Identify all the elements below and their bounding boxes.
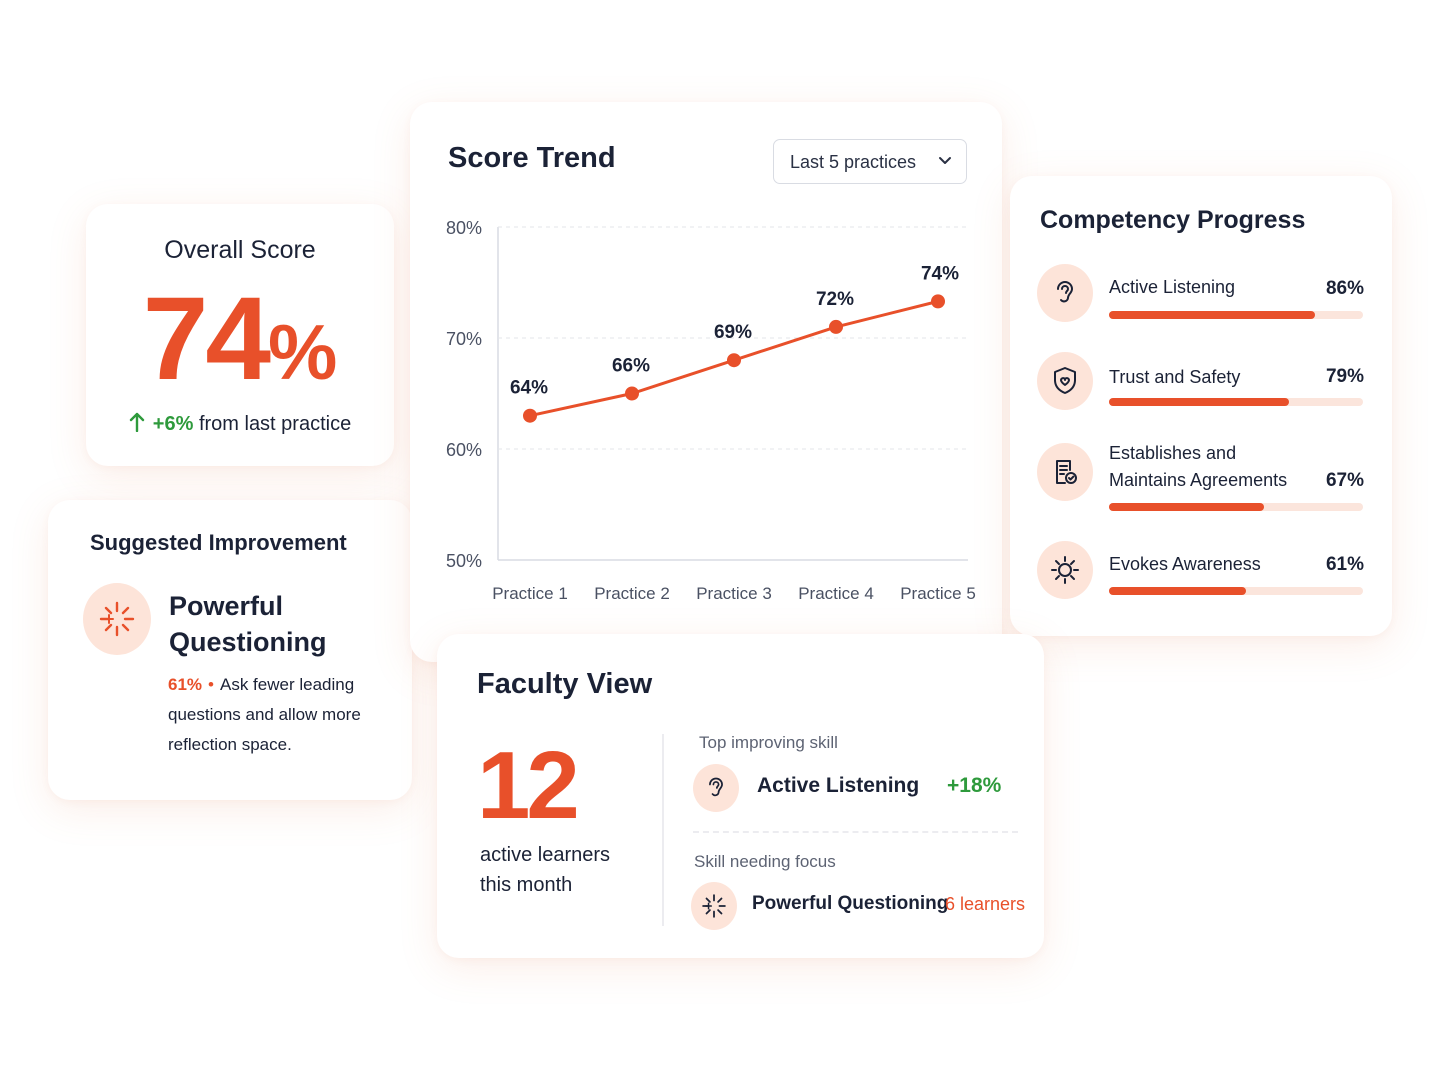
skill-needing-focus-label: Skill needing focus [694,852,836,871]
competency-bar-fill [1109,398,1290,406]
data-label: 72% [816,289,854,310]
ear-icon [693,764,739,812]
competency-label: Evokes Awareness [1109,554,1261,574]
competency-label: Trust and Safety [1109,367,1241,387]
top-improving-label: Top improving skill [699,733,838,752]
practice-range-dropdown[interactable]: Last 5 practices [773,139,967,184]
data-point [829,319,843,334]
competency-value: 67% [1325,470,1364,491]
y-tick-label: 60% [446,440,482,460]
active-learners-label: active learners this month [480,840,650,900]
competency-value: 61% [1325,554,1364,575]
data-point [523,408,537,423]
practice-range-value: Last 5 practices [790,152,917,172]
suggested-skill-line1: Powerful [169,591,284,621]
sun-icon [1037,541,1093,599]
suggested-improvement-title: Suggested Improvement [90,530,347,555]
active-learners-line1: active learners [480,844,611,866]
x-tick-label: Practice 2 [594,584,670,603]
competency-bar [1109,398,1363,406]
arrow-up-icon [129,412,145,438]
faculty-view-card: Faculty View 12 active learners this mon… [437,634,1044,958]
skill-needing-focus: Powerful Questioning [752,893,949,914]
data-label: 64% [510,378,548,399]
x-tick-label: Practice 1 [492,584,568,603]
data-label: 66% [612,356,650,377]
overall-score-card: Overall Score 74% +6% from last practice [86,204,394,466]
document-check-icon [1037,443,1093,501]
competency-bar-fill [1109,311,1315,319]
data-point [727,353,741,368]
y-tick-label: 50% [446,551,482,571]
overall-score-number: 74 [142,273,271,405]
overall-score-title: Overall Score [164,236,316,264]
competency-bar [1109,587,1363,595]
competency-label: Active Listening [1109,277,1236,297]
y-tick-label: 80% [446,218,482,238]
active-learners-count: 12 [477,732,580,839]
suggested-skill-percent: 61% [168,675,203,694]
active-learners-line2: this month [480,874,573,896]
competency-value: 79% [1325,366,1364,387]
data-label: 69% [714,322,752,343]
x-tick-label: Practice 5 [900,584,976,603]
score-trend-chart: 80% 70% 60% 50% Practice 1 Practice 2 Practice… [446,218,976,603]
overall-score-value: 74% [86,280,394,398]
competency-progress-title: Competency Progress [1040,206,1306,234]
x-tick-label: Practice 4 [798,584,874,603]
suggested-skill-description: 61% • Ask fewer leading questions and allo… [168,670,388,760]
competency-label: Establishes and Maintains Agreements [1109,440,1287,494]
score-trend-card: Score Trend Last 5 practices 80% 70% 60% 50… [410,102,1002,662]
suggested-skill-text: Ask fewer leading questions and allow mo… [168,675,361,754]
competency-progress-card: Competency Progress Active Listening 86%… [1010,176,1392,636]
competency-bar [1109,503,1363,511]
sparkle-icon [83,583,151,655]
data-point [625,386,639,401]
score-trend-title: Score Trend [448,142,616,174]
top-improving-gain: +18% [947,774,1002,797]
skill-needing-focus-count: 6 learners [945,894,1026,914]
faculty-view-title: Faculty View [477,668,653,700]
score-delta-value: +6% [152,413,194,435]
suggested-skill-line2: Questioning [169,627,327,657]
x-tick-label: Practice 3 [696,584,772,603]
competency-label-line1: Establishes and [1109,443,1237,463]
competency-bar [1109,311,1363,319]
suggested-skill-name: Powerful Questioning [169,588,369,660]
data-label: 74% [921,263,959,284]
competency-bar-fill [1109,503,1264,511]
ear-icon [1037,264,1093,322]
vertical-divider [662,734,664,926]
competency-bar-fill [1109,587,1247,595]
horizontal-divider [693,831,1018,833]
overall-score-unit: % [267,308,338,396]
score-delta-text: from last practice [198,413,352,435]
data-point [931,294,945,309]
competency-value: 86% [1325,278,1364,299]
competency-label-line2: Maintains Agreements [1109,470,1288,490]
sparkle-icon [691,882,737,930]
top-improving-skill: Active Listening [757,774,920,797]
bullet-dot: • [208,675,214,694]
shield-icon [1037,352,1093,410]
y-tick-label: 70% [446,329,482,349]
score-delta: +6% from last practice [86,412,394,438]
chevron-down-icon [939,157,951,164]
suggested-improvement-card: Suggested Improvement Powerful Questioni… [48,500,412,800]
